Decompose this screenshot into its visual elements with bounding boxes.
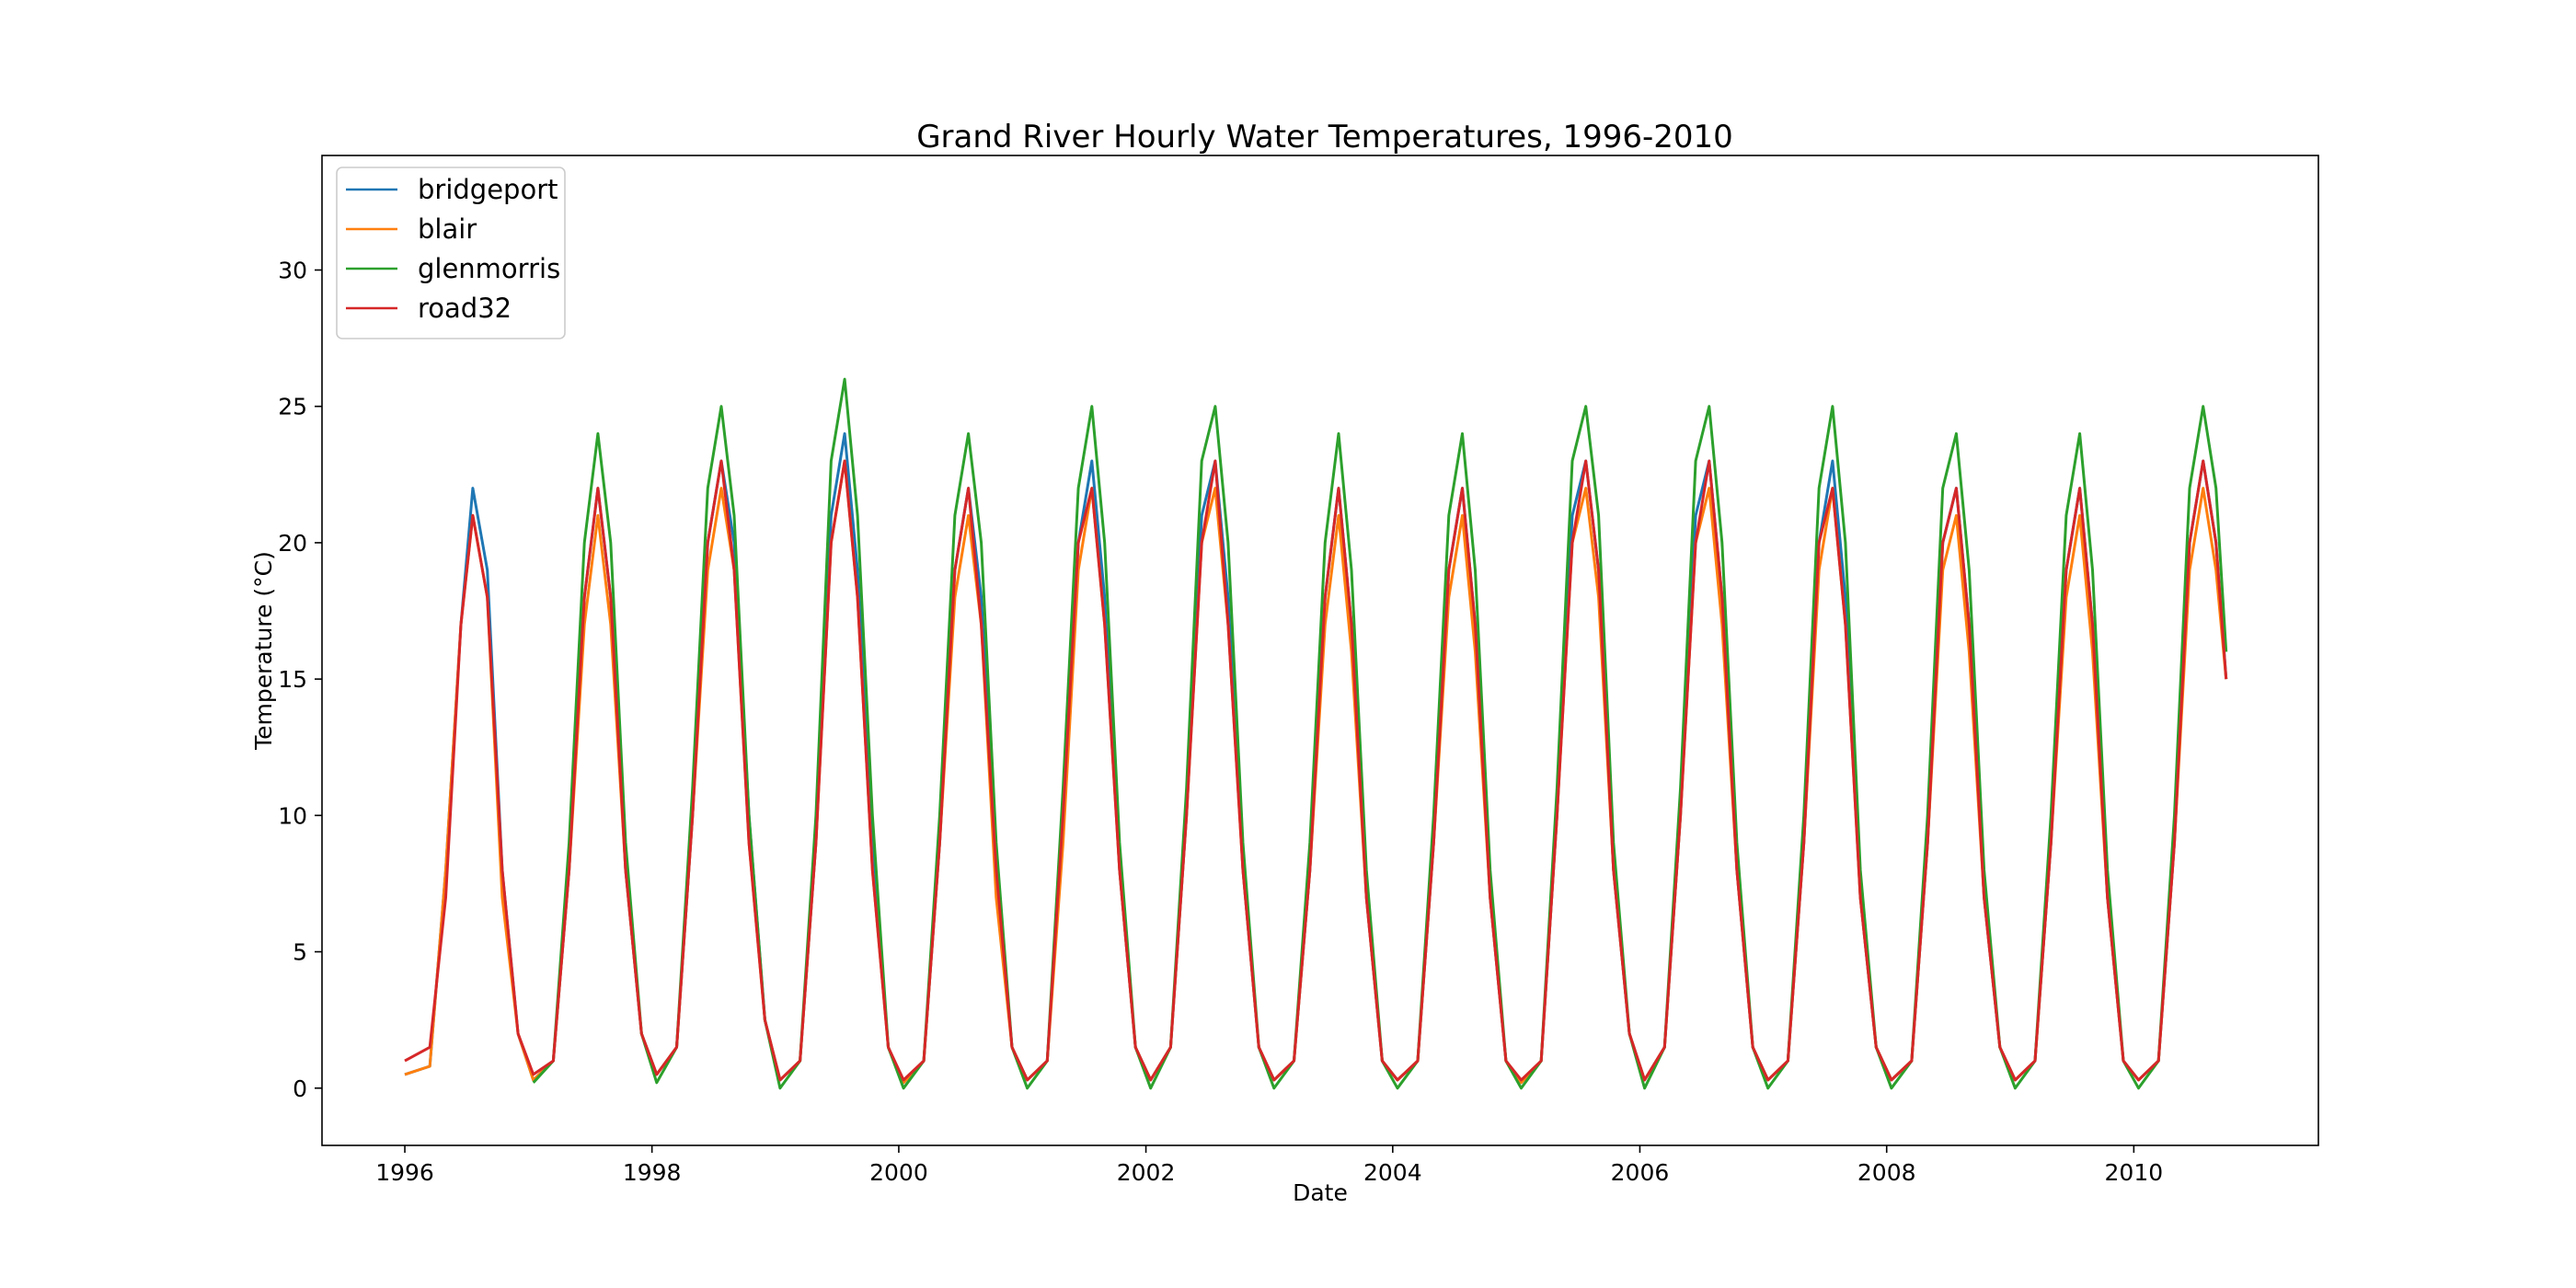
legend: bridgeport blair glenmorris road32 (336, 167, 566, 339)
y-tick-label: 5 (293, 939, 307, 966)
x-axis-label: Date (1293, 1179, 1348, 1206)
x-tick-label: 2000 (869, 1159, 928, 1186)
y-tick-label: 15 (278, 666, 307, 693)
x-tick-label: 1996 (375, 1159, 434, 1186)
series-layer (404, 377, 2228, 1090)
y-tick-label: 25 (278, 394, 307, 420)
series-line-road32 (404, 459, 2228, 1082)
legend-label-glenmorris: glenmorris (418, 253, 560, 284)
legend-box (336, 167, 566, 339)
plot-frame (321, 155, 2319, 1146)
x-tick-label: 2010 (2105, 1159, 2164, 1186)
legend-label-road32: road32 (418, 293, 512, 324)
x-tick-label: 2008 (1857, 1159, 1916, 1186)
y-tick-label: 10 (278, 802, 307, 829)
x-tick-label: 1998 (623, 1159, 682, 1186)
legend-label-blair: blair (418, 213, 477, 245)
y-tick-label: 0 (293, 1075, 307, 1102)
x-tick-label: 2006 (1611, 1159, 1670, 1186)
chart-title: Grand River Hourly Water Temperatures, 1… (916, 119, 1733, 155)
plot-area (321, 155, 2319, 1146)
y-axis: 0 5 10 15 20 25 30 (278, 257, 322, 1102)
x-tick-label: 2002 (1117, 1159, 1176, 1186)
y-tick-label: 20 (278, 530, 307, 557)
x-axis: 1996 1998 2000 2002 2004 2006 2008 2010 (375, 1145, 2163, 1186)
y-tick-label: 30 (278, 257, 307, 283)
y-axis-label: Temperature (°C) (250, 551, 277, 751)
x-tick-label: 2004 (1363, 1159, 1422, 1186)
legend-label-bridgeport: bridgeport (418, 174, 558, 205)
